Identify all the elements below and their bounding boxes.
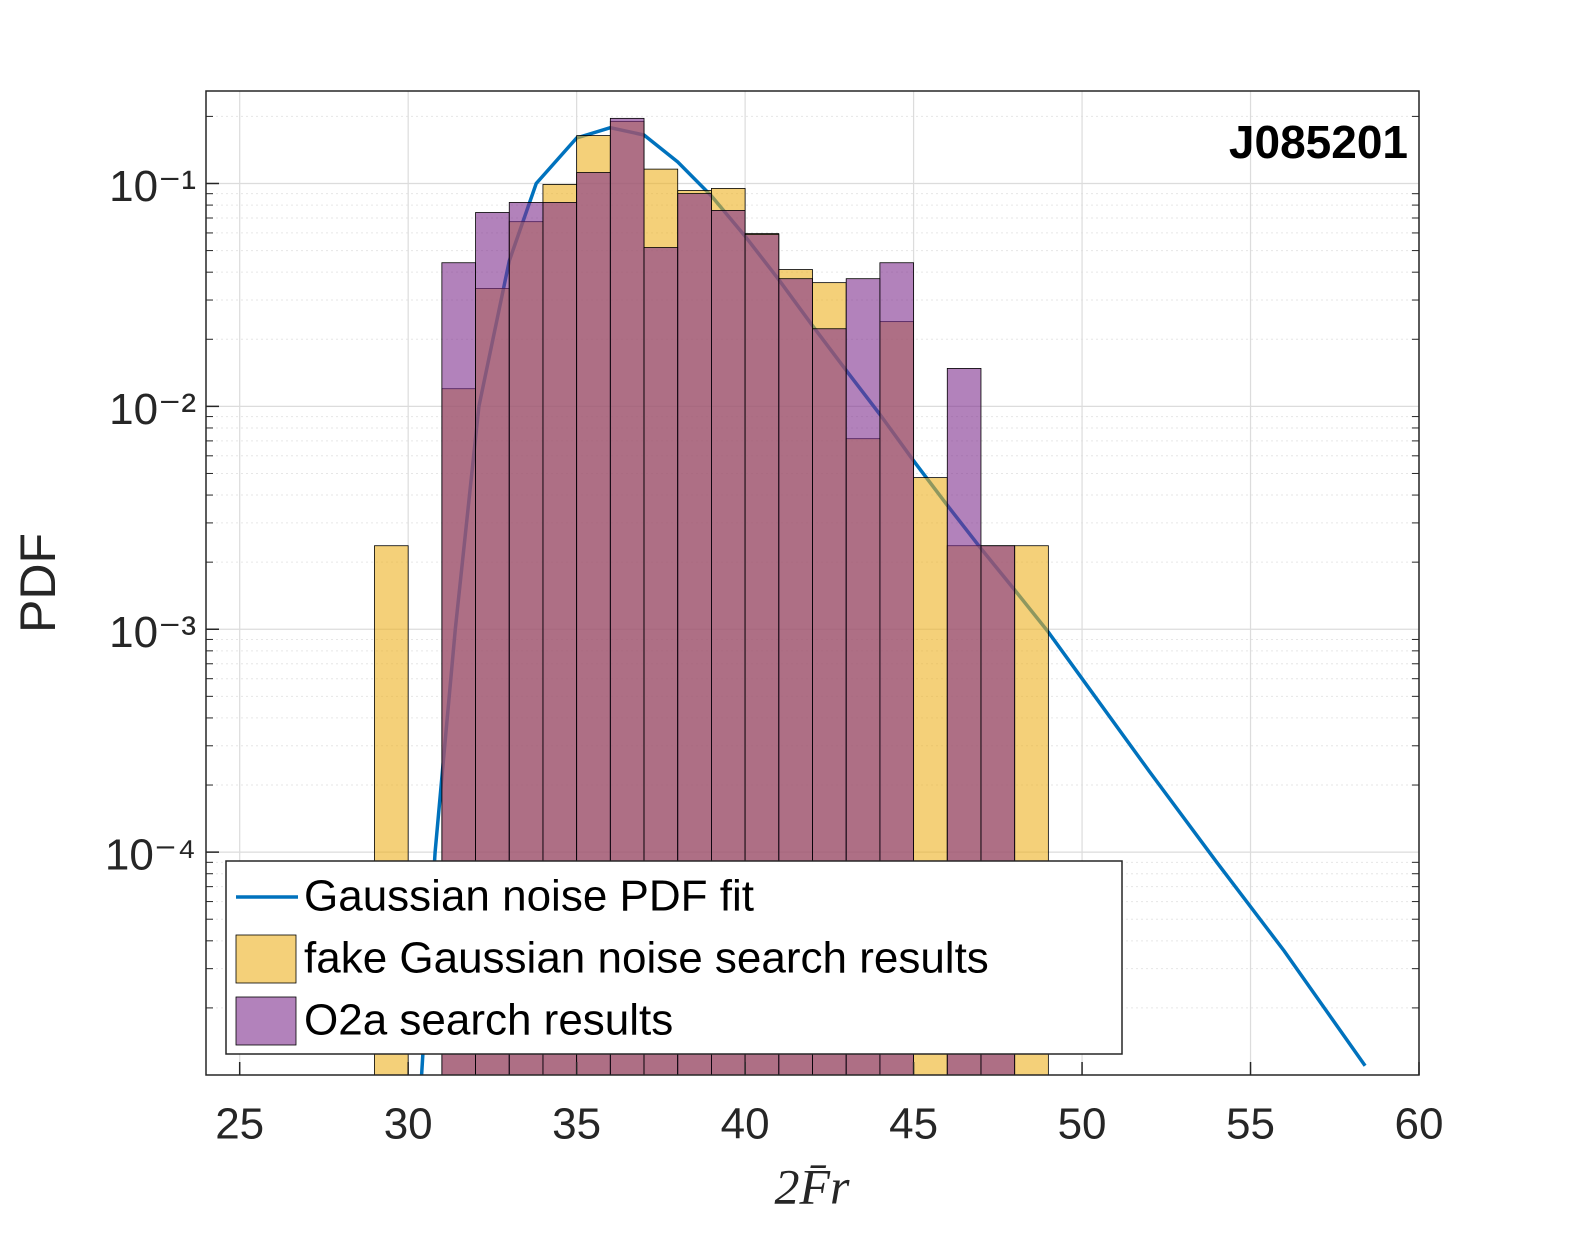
x-tick-label: 25	[215, 1100, 264, 1149]
legend: Gaussian noise PDF fit fake Gaussian nois…	[225, 860, 1123, 1055]
legend-patch	[235, 996, 297, 1046]
y-tick-label: 10⁻³	[109, 608, 196, 657]
x-tick-label: 40	[721, 1100, 770, 1149]
x-tick-label: 30	[384, 1100, 433, 1149]
legend-label: Gaussian noise PDF fit	[304, 872, 754, 921]
x-tick-label: 50	[1058, 1100, 1107, 1149]
y-axis-label: PDF	[10, 533, 66, 633]
axes-box	[205, 90, 1420, 1076]
y-tick-label: 10⁻²	[109, 385, 196, 434]
x-tick-label: 35	[552, 1100, 601, 1149]
x-tick-label: 60	[1395, 1100, 1444, 1149]
y-tick-label: 10⁻¹	[109, 162, 196, 211]
ticks: 10⁻⁴ 10⁻³ 10⁻² 10⁻¹ 25 30 35 40 45 50 55 60	[105, 115, 1444, 1149]
x-tick-label: 55	[1226, 1100, 1275, 1149]
legend-patch	[235, 934, 297, 984]
x-tick-label: 45	[889, 1100, 938, 1149]
legend-box	[225, 860, 1123, 1055]
annotation: J085201	[1229, 116, 1408, 168]
y-tick-label: 10⁻⁴	[105, 831, 196, 880]
x-axis-label: 2F̄r	[775, 1158, 851, 1214]
legend-label: O2a search results	[304, 996, 673, 1045]
legend-label: fake Gaussian noise search results	[304, 934, 989, 983]
